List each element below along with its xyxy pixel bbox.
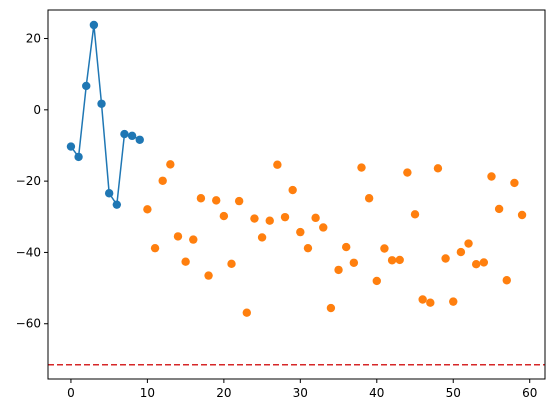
x-tick-label: 50 [446, 386, 461, 400]
y-tick-label: 20 [26, 32, 41, 46]
series-1-point [502, 276, 511, 285]
series-0-point [112, 200, 122, 209]
series-0-point [66, 142, 76, 151]
y-tick-label: −20 [16, 174, 41, 188]
series-1-point [441, 254, 450, 263]
series-0-point [104, 189, 114, 198]
series-1-point [494, 204, 504, 214]
plot-area [48, 20, 545, 366]
series-1-point [143, 205, 152, 214]
y-axis: 20 0 −20 −40 −60 [16, 32, 48, 331]
x-tick-label: 30 [293, 386, 308, 400]
series-1-point [296, 227, 305, 237]
x-tick-label: 20 [216, 386, 231, 400]
series-1-point [349, 258, 359, 267]
series-1-point [372, 276, 381, 286]
series-1-point [204, 271, 213, 280]
y-tick-label: −60 [16, 317, 41, 331]
series-1-point [456, 247, 466, 257]
series-1-point [471, 260, 481, 269]
series-1-point [189, 235, 198, 244]
series-1-point [242, 308, 251, 317]
series-1-point [196, 194, 206, 203]
series-1-point [227, 259, 236, 269]
series-1-point [387, 256, 397, 265]
y-tick-label: −40 [16, 245, 41, 259]
series-1-point [487, 172, 496, 181]
series-0-point [89, 20, 99, 30]
series-1-point [250, 214, 259, 223]
series-1-point [426, 298, 435, 307]
series-1-point [334, 265, 343, 275]
series-1-point [517, 210, 527, 220]
series-0-point [82, 81, 91, 91]
series-1-point [464, 239, 473, 248]
series-0-point [127, 131, 137, 141]
series-1-point [433, 164, 443, 173]
series-1-point [449, 297, 458, 306]
series-1-point [395, 255, 404, 265]
series-1-point [280, 212, 290, 222]
series-1-point [234, 196, 244, 206]
series-1-point [418, 295, 427, 304]
series-0-point [97, 99, 106, 108]
series-1-point [319, 223, 328, 232]
x-tick-label: 0 [67, 386, 75, 400]
series-1-point [342, 242, 351, 252]
series-1-point [150, 243, 160, 253]
series-0-point [135, 135, 144, 144]
plot-frame [47, 9, 546, 380]
series-1-point [158, 176, 167, 185]
x-tick-label: 10 [140, 386, 155, 400]
x-tick-label: 40 [369, 386, 384, 400]
series-1-point [364, 194, 374, 203]
series-1-point [303, 243, 313, 253]
x-axis: 0 10 20 30 40 50 60 [67, 379, 537, 400]
series-1-point [257, 233, 267, 242]
y-tick-label: 0 [33, 103, 41, 117]
series-1-point [479, 258, 489, 267]
series-0-point [120, 129, 129, 139]
series-1-point [357, 163, 366, 172]
series-1-point [326, 303, 336, 313]
series-1-point [181, 257, 190, 266]
series-1-point [219, 211, 229, 221]
series-1-point [380, 244, 389, 253]
series-1-point [166, 160, 175, 169]
series-0-point [74, 152, 83, 162]
x-tick-label: 60 [522, 386, 537, 400]
series-1-point [265, 216, 274, 225]
series-1-point [410, 210, 420, 219]
series-1-point [510, 178, 519, 188]
series-1-point [311, 213, 320, 223]
series-1-point [212, 196, 221, 205]
series-1-point [403, 168, 412, 177]
series-1-point [273, 160, 282, 169]
series-1-point [173, 232, 183, 241]
series-1-point [288, 185, 297, 195]
